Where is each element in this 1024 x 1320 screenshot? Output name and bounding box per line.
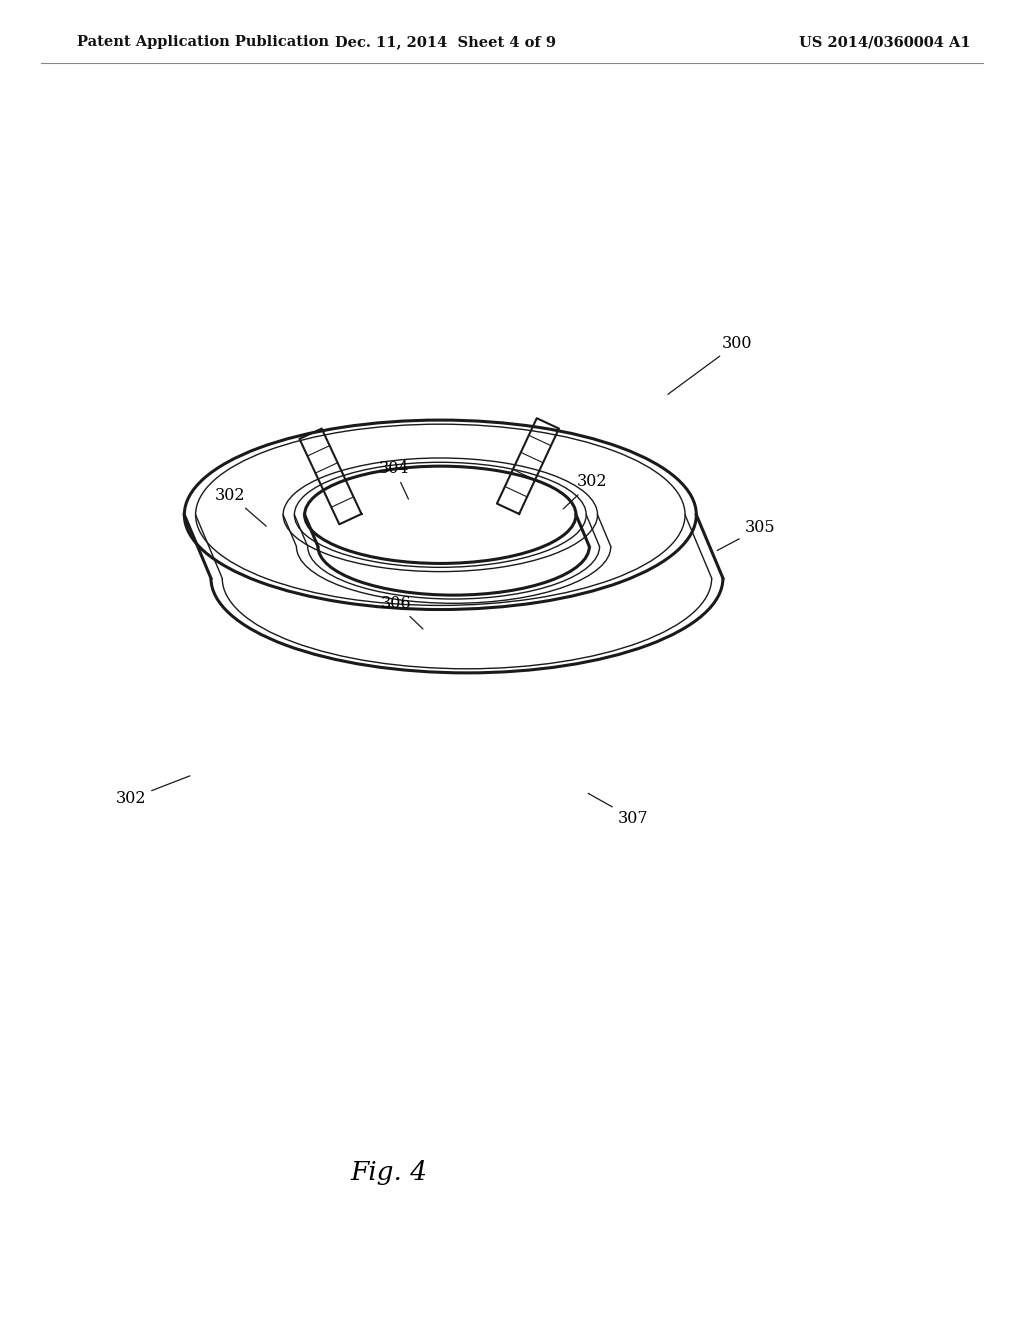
- Text: US 2014/0360004 A1: US 2014/0360004 A1: [799, 36, 971, 49]
- Text: 302: 302: [563, 474, 607, 510]
- Text: Patent Application Publication: Patent Application Publication: [77, 36, 329, 49]
- Text: Dec. 11, 2014  Sheet 4 of 9: Dec. 11, 2014 Sheet 4 of 9: [335, 36, 556, 49]
- Text: 307: 307: [588, 793, 648, 826]
- Text: 300: 300: [668, 335, 753, 395]
- Text: 306: 306: [381, 595, 423, 630]
- Text: 304: 304: [379, 461, 410, 499]
- Text: 305: 305: [717, 520, 775, 550]
- Text: 302: 302: [215, 487, 266, 527]
- Text: Fig. 4: Fig. 4: [350, 1160, 428, 1184]
- Text: 302: 302: [116, 776, 189, 807]
